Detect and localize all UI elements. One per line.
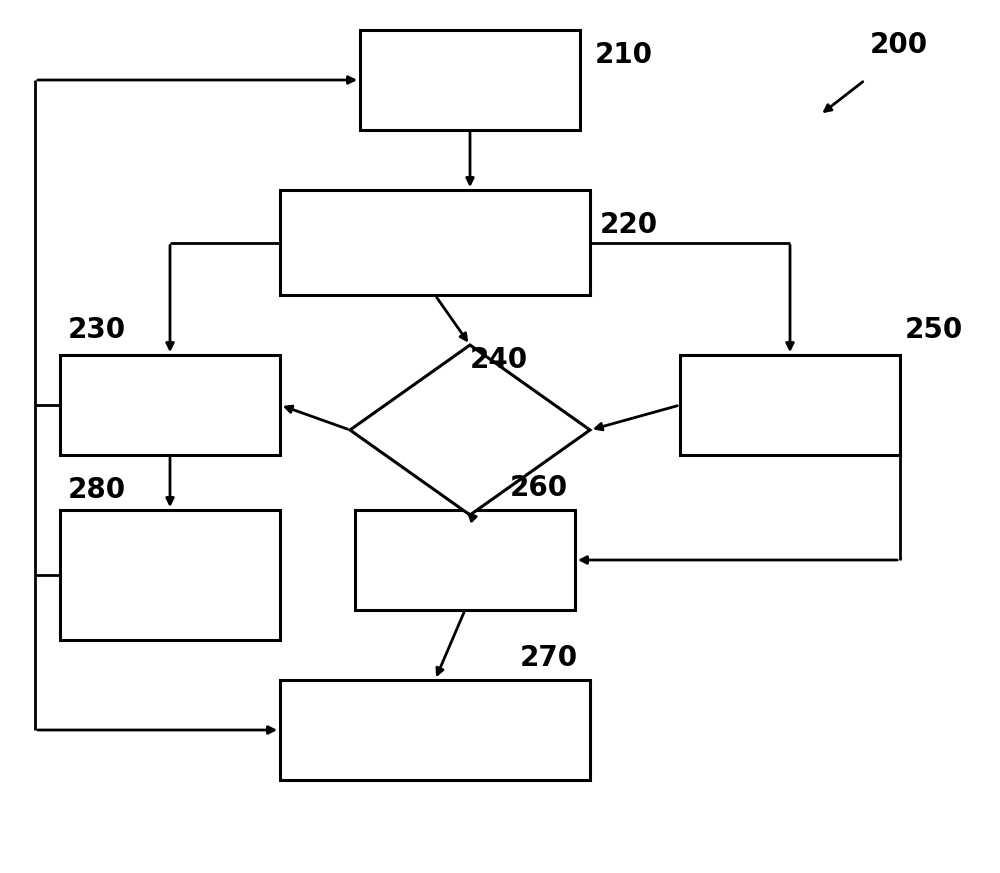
Bar <box>360 30 580 130</box>
Text: 270: 270 <box>520 644 578 672</box>
Text: 280: 280 <box>68 476 126 504</box>
Polygon shape <box>350 345 590 515</box>
Text: 210: 210 <box>595 41 653 69</box>
Text: 220: 220 <box>600 211 658 239</box>
Text: 260: 260 <box>510 474 568 502</box>
Text: 240: 240 <box>470 346 528 374</box>
Bar <box>680 355 900 455</box>
Bar <box>280 680 590 780</box>
Bar <box>355 510 575 610</box>
Text: 230: 230 <box>68 316 126 344</box>
Bar <box>280 190 590 295</box>
Bar <box>60 355 280 455</box>
Text: 250: 250 <box>905 316 963 344</box>
Text: 200: 200 <box>870 31 928 59</box>
Bar <box>60 510 280 640</box>
